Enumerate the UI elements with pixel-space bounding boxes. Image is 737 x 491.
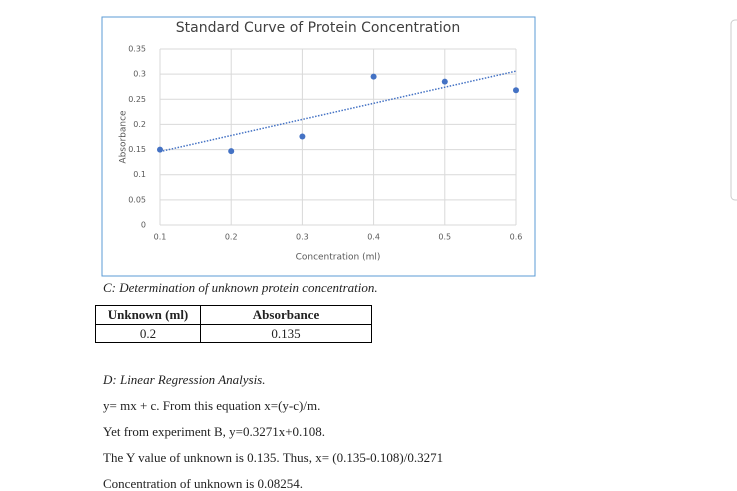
data-point <box>441 78 448 85</box>
data-point <box>228 148 235 155</box>
side-widget <box>730 19 737 201</box>
x-tick-label: 0.5 <box>438 233 451 242</box>
table-cell: 0.135 <box>200 324 372 343</box>
y-axis-label: Absorbance <box>119 110 129 164</box>
section-d-heading: D: Linear Regression Analysis. <box>103 372 266 387</box>
y-tick-label: 0.35 <box>128 45 146 54</box>
table-header: Absorbance <box>200 305 372 325</box>
data-point <box>299 133 306 140</box>
x-tick-label: 0.2 <box>225 233 238 242</box>
y-tick-label: 0.25 <box>128 95 146 104</box>
x-tick-label: 0.4 <box>367 233 380 242</box>
trendline <box>159 70 517 153</box>
chart: Standard Curve of Protein Concentration … <box>101 16 737 277</box>
section-c-heading: C: Determination of unknown protein conc… <box>103 280 378 295</box>
x-tick-label: 0.6 <box>510 233 523 242</box>
y-tick-label: 0.15 <box>128 145 146 154</box>
table-header: Unknown (ml) <box>95 305 201 325</box>
y-tick-label: 0.05 <box>128 195 146 204</box>
y-tick-label: 0 <box>141 221 146 230</box>
data-table: Unknown (ml) Absorbance 0.2 0.135 <box>95 305 372 343</box>
data-point <box>370 73 377 80</box>
table-cell: 0.2 <box>95 324 201 343</box>
chart-title: Standard Curve of Protein Concentration <box>176 20 460 36</box>
y-tick-label: 0.3 <box>133 70 146 79</box>
data-point <box>157 146 163 153</box>
text-line: The Y value of unknown is 0.135. Thus, x… <box>103 450 444 465</box>
chart-frame <box>101 16 536 277</box>
data-point <box>513 87 519 94</box>
y-tick-label: 0.2 <box>133 120 146 129</box>
x-tick-label: 0.3 <box>296 233 309 242</box>
text-line: y= mx + c. From this equation x=(y-c)/m. <box>103 398 321 413</box>
x-tick-label: 0.1 <box>154 233 167 242</box>
text-line: Concentration of unknown is 0.08254. <box>103 476 304 491</box>
x-axis-label: Concentration (ml) <box>296 253 381 263</box>
y-tick-label: 0.1 <box>133 170 146 179</box>
text-line: Yet from experiment B, y=0.3271x+0.108. <box>103 424 326 439</box>
